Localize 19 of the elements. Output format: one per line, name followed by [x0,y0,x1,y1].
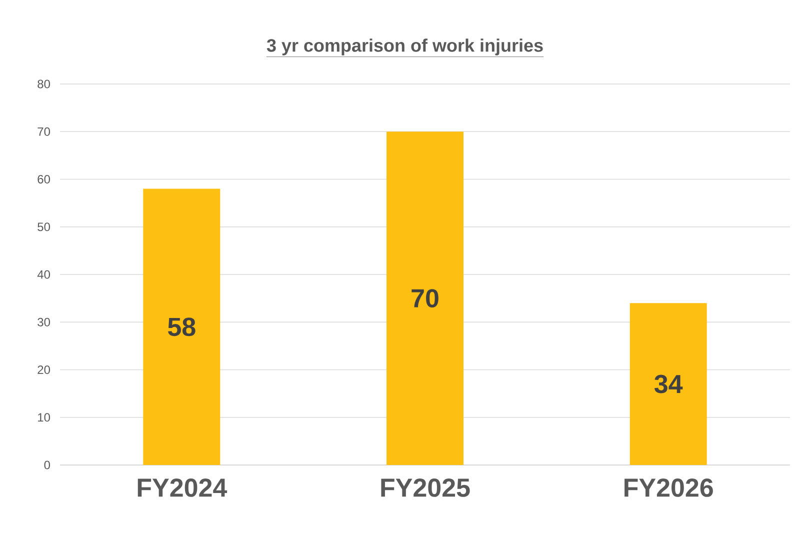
y-tick-label: 40 [37,270,50,279]
x-tick-label: FY2025 [381,478,470,497]
bar [386,132,464,465]
y-tick-label: 80 [38,80,50,88]
y-tick-label: 50 [38,222,50,232]
y-tick-label: 60 [38,175,50,184]
y-tick-label: 70 [38,127,50,136]
chart-title: 3 yr comparison of work injuries [266,38,543,56]
y-tick-label: 20 [38,366,50,374]
data-label: 58 [168,318,196,336]
y-tick-label: 10 [38,413,50,422]
x-tick-label: FY2024 [138,478,228,497]
bar [143,188,220,465]
y-tick-label: 0 [44,460,50,470]
x-tick-label: FY2026 [624,478,713,497]
y-tick-label: 30 [38,318,50,326]
data-label: 70 [412,289,438,308]
data-label: 34 [654,374,683,394]
bar [630,303,707,465]
